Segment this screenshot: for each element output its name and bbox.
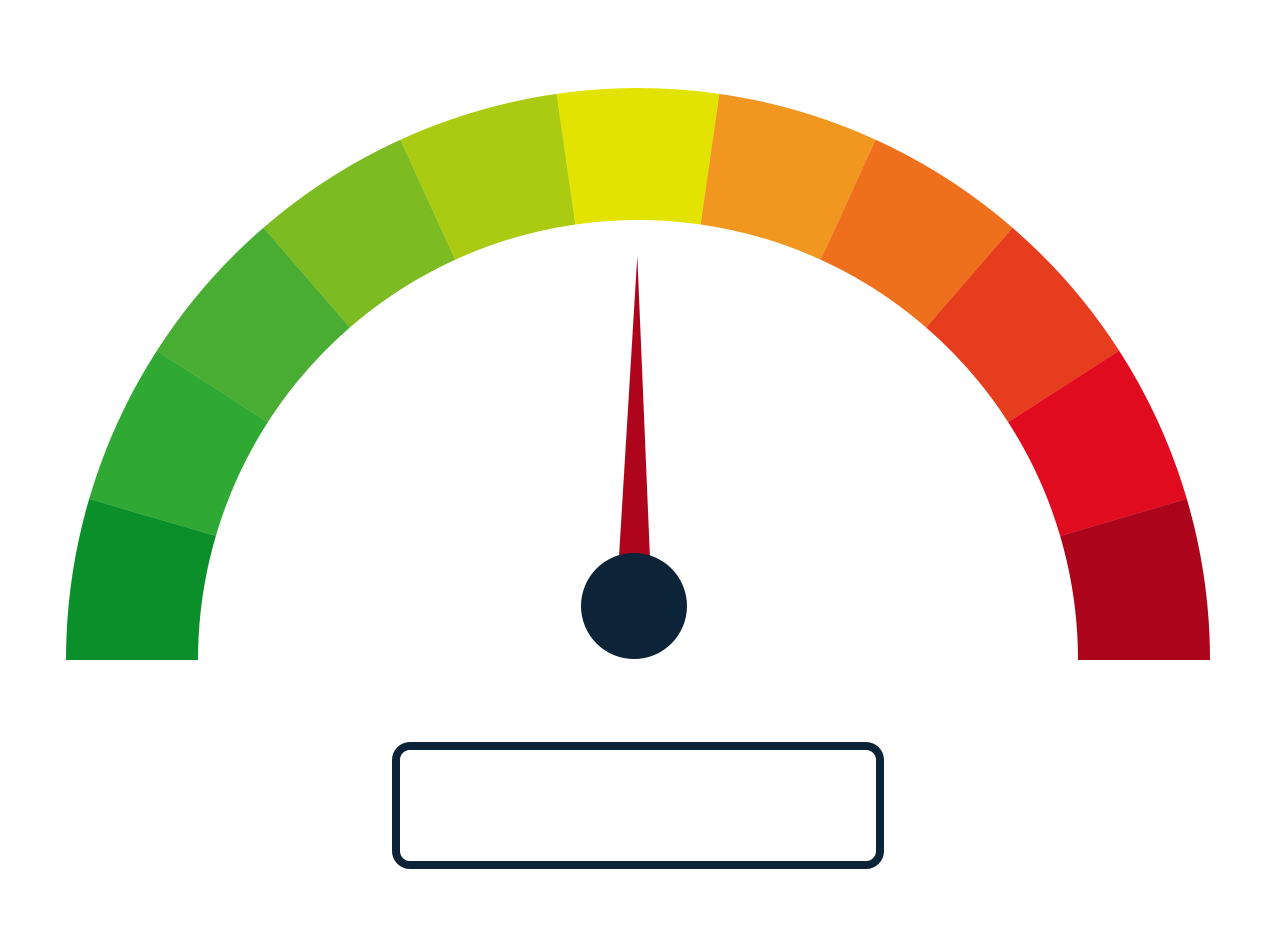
gauge-segment — [156, 227, 350, 423]
gauge-segment — [1060, 498, 1210, 660]
gauge-needle — [616, 256, 652, 607]
gauge-segment — [89, 350, 268, 537]
gauge-segment — [263, 139, 456, 328]
gauge-segment — [926, 227, 1120, 423]
gauge-readout-box — [392, 742, 884, 869]
gauge-segment — [556, 87, 720, 225]
gauge-segment — [820, 139, 1013, 328]
gauge-segment — [400, 93, 576, 260]
gauge-segment — [1008, 350, 1187, 537]
gauge-segment — [66, 498, 216, 660]
gauge-hub — [581, 553, 687, 659]
gauge-segments — [66, 87, 1210, 660]
gauge-segment — [700, 93, 876, 260]
